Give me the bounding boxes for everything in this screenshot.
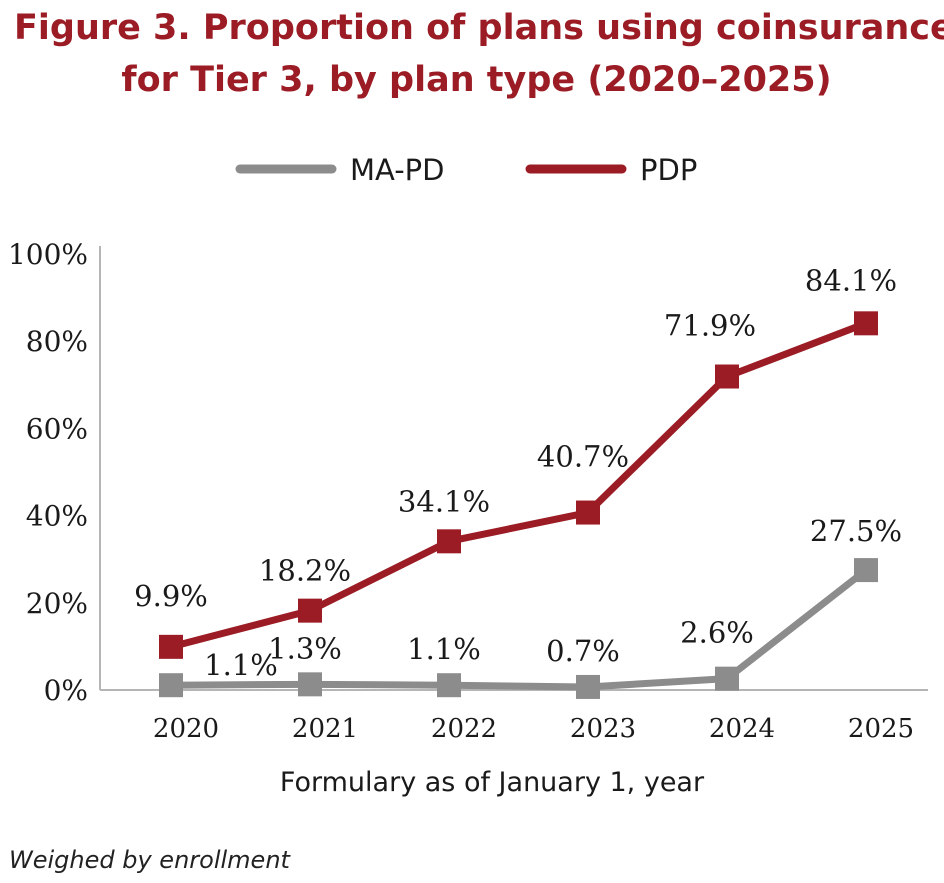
y-tick-label: 100% — [8, 238, 88, 271]
data-point-marker — [159, 673, 183, 698]
data-label: 9.9% — [134, 579, 208, 613]
x-tick-label: 2025 — [848, 714, 914, 744]
data-point-marker — [576, 674, 600, 699]
x-tick-label: 2020 — [153, 714, 219, 744]
data-point-marker — [298, 598, 322, 623]
data-label: 1.1% — [204, 648, 278, 682]
x-axis-title: Formulary as of January 1, year — [280, 767, 705, 798]
legend-label: MA-PD — [350, 153, 445, 187]
data-label: 34.1% — [398, 484, 490, 518]
x-tick-label: 2021 — [292, 714, 358, 744]
data-point-marker — [715, 666, 739, 691]
legend-label: PDP — [640, 153, 697, 187]
data-label: 18.2% — [259, 554, 351, 588]
line-chart: 0% 20% 40% 60% 80% 100% 2020 2021 2022 2023 2024 20… — [8, 153, 928, 798]
data-point-marker — [159, 634, 183, 659]
x-tick-label: 2023 — [570, 714, 636, 744]
data-point-marker — [437, 673, 461, 698]
series-line-pdp — [170, 320, 868, 651]
data-point-marker — [854, 311, 878, 336]
data-point-marker — [576, 500, 600, 525]
data-label: 71.9% — [664, 309, 756, 343]
data-point-marker — [437, 529, 461, 554]
footnote: Weighed by enrollment — [9, 846, 290, 874]
data-label: 1.1% — [407, 632, 481, 666]
data-label: 0.7% — [546, 634, 620, 668]
data-label: 2.6% — [680, 616, 754, 650]
x-tick-label: 2022 — [431, 714, 497, 744]
data-point-marker — [715, 364, 739, 389]
y-tick-label: 20% — [26, 587, 88, 620]
chart-title-line-1: Figure 3. Proportion of plans using coin… — [14, 8, 944, 48]
y-tick-label: 60% — [26, 412, 88, 445]
chart-title-line-2: for Tier 3, by plan type (2020–2025) — [121, 60, 832, 100]
data-label: 84.1% — [805, 263, 897, 297]
y-tick-label: 0% — [44, 674, 88, 707]
data-label: 40.7% — [537, 440, 629, 474]
y-tick-label: 80% — [26, 325, 88, 358]
data-point-marker — [854, 558, 878, 583]
y-tick-label: 40% — [26, 500, 88, 533]
chart-title: Figure 3. Proportion of plans using coin… — [14, 2, 944, 106]
series-line-ma-pd — [170, 567, 869, 691]
data-label: 1.3% — [268, 631, 342, 665]
data-label: 27.5% — [810, 514, 902, 548]
x-tick-label: 2024 — [709, 714, 775, 744]
data-point-marker — [298, 672, 322, 697]
